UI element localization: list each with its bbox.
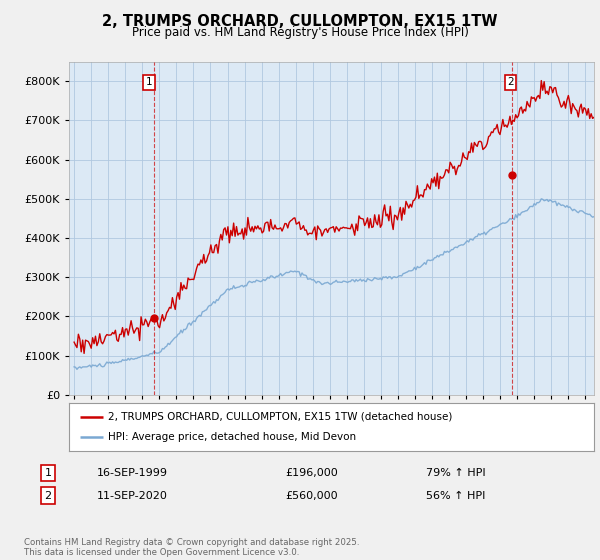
Text: Contains HM Land Registry data © Crown copyright and database right 2025.
This d: Contains HM Land Registry data © Crown c… <box>24 538 359 557</box>
Text: Price paid vs. HM Land Registry's House Price Index (HPI): Price paid vs. HM Land Registry's House … <box>131 26 469 39</box>
Text: 1: 1 <box>146 77 152 87</box>
Text: 79% ↑ HPI: 79% ↑ HPI <box>426 468 486 478</box>
Text: £196,000: £196,000 <box>286 468 338 478</box>
Text: 2, TRUMPS ORCHARD, CULLOMPTON, EX15 1TW (detached house): 2, TRUMPS ORCHARD, CULLOMPTON, EX15 1TW … <box>109 412 453 422</box>
Text: 2, TRUMPS ORCHARD, CULLOMPTON, EX15 1TW: 2, TRUMPS ORCHARD, CULLOMPTON, EX15 1TW <box>102 14 498 29</box>
Text: 16-SEP-1999: 16-SEP-1999 <box>97 468 167 478</box>
Text: 2: 2 <box>44 491 52 501</box>
Text: 2: 2 <box>507 77 514 87</box>
Text: HPI: Average price, detached house, Mid Devon: HPI: Average price, detached house, Mid … <box>109 432 356 442</box>
Text: £560,000: £560,000 <box>286 491 338 501</box>
Text: 11-SEP-2020: 11-SEP-2020 <box>97 491 167 501</box>
Text: 56% ↑ HPI: 56% ↑ HPI <box>427 491 485 501</box>
Text: 1: 1 <box>44 468 52 478</box>
